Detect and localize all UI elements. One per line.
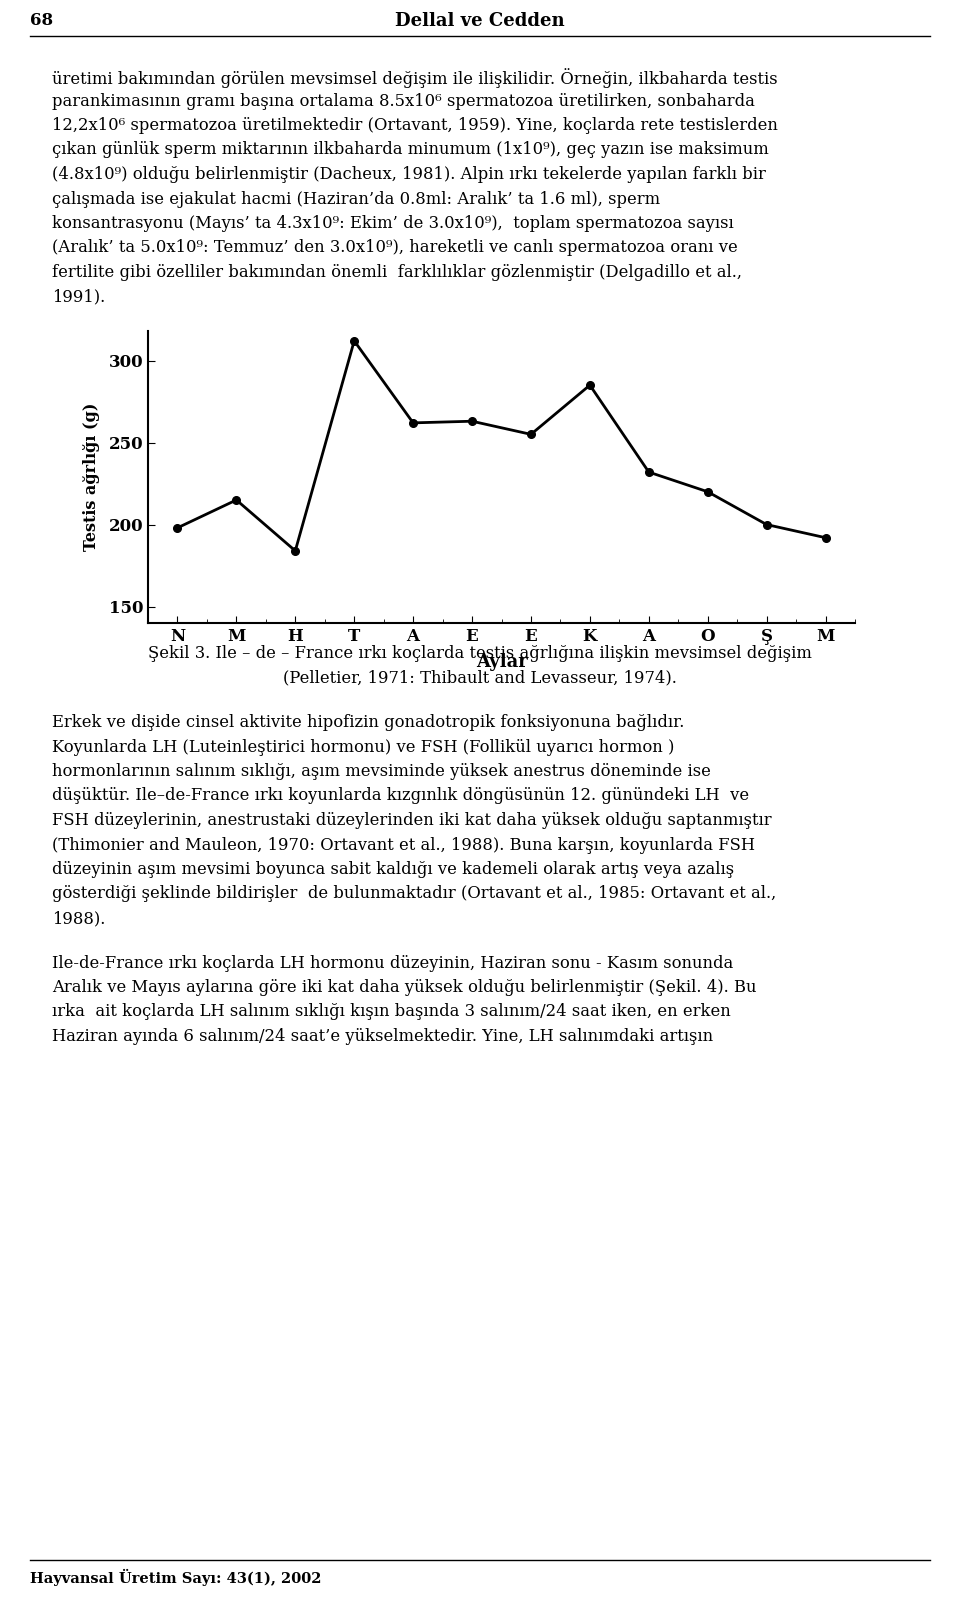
Text: düşüktür. Ile–de-France ırkı koyunlarda kızgınlık döngüsünün 12. günündeki LH  v: düşüktür. Ile–de-France ırkı koyunlarda …	[52, 788, 749, 805]
Text: FSH düzeylerinin, anestrustaki düzeylerinden iki kat daha yüksek olduğu saptanmı: FSH düzeylerinin, anestrustaki düzeyleri…	[52, 812, 772, 829]
Text: Hayvansal Üretim Sayı: 43(1), 2002: Hayvansal Üretim Sayı: 43(1), 2002	[30, 1569, 322, 1586]
Text: parankimasının gramı başına ortalama 8.5x10⁶ spermatozoa üretilirken, sonbaharda: parankimasının gramı başına ortalama 8.5…	[52, 93, 755, 109]
Text: üretimi bakımından görülen mevsimsel değişim ile ilişkilidir. Örneğin, ilkbahard: üretimi bakımından görülen mevsimsel değ…	[52, 67, 778, 88]
Text: Haziran ayında 6 salınım/24 saat’e yükselmektedir. Yine, LH salınımdaki artışın: Haziran ayında 6 salınım/24 saat’e yükse…	[52, 1028, 713, 1044]
Text: konsantrasyonu (Mayıs’ ta 4.3x10⁹: Ekim’ de 3.0x10⁹),  toplam spermatozoa sayısı: konsantrasyonu (Mayıs’ ta 4.3x10⁹: Ekim’…	[52, 215, 733, 233]
Text: Şekil 3. Ile – de – France ırkı koçlarda testis ağrlığına ilişkin mevsimsel deği: Şekil 3. Ile – de – France ırkı koçlarda…	[148, 645, 812, 662]
Text: (Aralık’ ta 5.0x10⁹: Temmuz’ den 3.0x10⁹), hareketli ve canlı spermatozoa oranı : (Aralık’ ta 5.0x10⁹: Temmuz’ den 3.0x10⁹…	[52, 239, 737, 257]
Text: Dellal ve Cedden: Dellal ve Cedden	[396, 11, 564, 30]
Text: düzeyinin aşım mevsimi boyunca sabit kaldığı ve kademeli olarak artış veya azalı: düzeyinin aşım mevsimi boyunca sabit kal…	[52, 861, 734, 877]
Text: çıkan günlük sperm miktarının ilkbaharda minumum (1x10⁹), geç yazın ise maksimum: çıkan günlük sperm miktarının ilkbaharda…	[52, 141, 769, 159]
Text: 12,2x10⁶ spermatozoa üretilmektedir (Ortavant, 1959). Yine, koçlarda rete testis: 12,2x10⁶ spermatozoa üretilmektedir (Ort…	[52, 117, 778, 135]
Text: Aralık ve Mayıs aylarına göre iki kat daha yüksek olduğu belirlenmiştir (Şekil. : Aralık ve Mayıs aylarına göre iki kat da…	[52, 978, 756, 996]
Y-axis label: Testis ağrlığı (g): Testis ağrlığı (g)	[84, 403, 100, 552]
Text: hormonlarının salınım sıklığı, aşım mevsiminde yüksek anestrus döneminde ise: hormonlarının salınım sıklığı, aşım mevs…	[52, 764, 710, 780]
Text: Erkek ve dişide cinsel aktivite hipofizin gonadotropik fonksiyonuna bağlıdır.: Erkek ve dişide cinsel aktivite hipofizi…	[52, 714, 684, 731]
Text: (Thimonier and Mauleon, 1970: Ortavant et al., 1988). Buna karşın, koyunlarda FS: (Thimonier and Mauleon, 1970: Ortavant e…	[52, 837, 755, 853]
Text: fertilite gibi özelliler bakımından önemli  farklılıklar gözlenmiştir (Delgadill: fertilite gibi özelliler bakımından önem…	[52, 265, 742, 281]
Text: Koyunlarda LH (Luteinleştirici hormonu) ve FSH (Follikül uyarıcı hormon ): Koyunlarda LH (Luteinleştirici hormonu) …	[52, 738, 674, 755]
Text: 68: 68	[30, 11, 53, 29]
Text: (Pelletier, 1971: Thibault and Levasseur, 1974).: (Pelletier, 1971: Thibault and Levasseur…	[283, 669, 677, 687]
Text: ırka  ait koçlarda LH salınım sıklığı kışın başında 3 salınım/24 saat iken, en e: ırka ait koçlarda LH salınım sıklığı kış…	[52, 1004, 731, 1020]
Text: gösterdiği şeklinde bildirişler  de bulunmaktadır (Ortavant et al., 1985: Ortava: gösterdiği şeklinde bildirişler de bulun…	[52, 885, 777, 903]
Text: 1988).: 1988).	[52, 909, 106, 927]
Text: 1991).: 1991).	[52, 289, 106, 305]
X-axis label: Aylar: Aylar	[475, 653, 527, 670]
Text: çalışmada ise ejakulat hacmi (Haziran’da 0.8ml: Aralık’ ta 1.6 ml), sperm: çalışmada ise ejakulat hacmi (Haziran’da…	[52, 191, 660, 207]
Text: Ile-de-France ırkı koçlarda LH hormonu düzeyinin, Haziran sonu - Kasım sonunda: Ile-de-France ırkı koçlarda LH hormonu d…	[52, 954, 733, 972]
Text: (4.8x10⁹) olduğu belirlenmiştir (Dacheux, 1981). Alpin ırkı tekelerde yapılan fa: (4.8x10⁹) olduğu belirlenmiştir (Dacheux…	[52, 165, 766, 183]
